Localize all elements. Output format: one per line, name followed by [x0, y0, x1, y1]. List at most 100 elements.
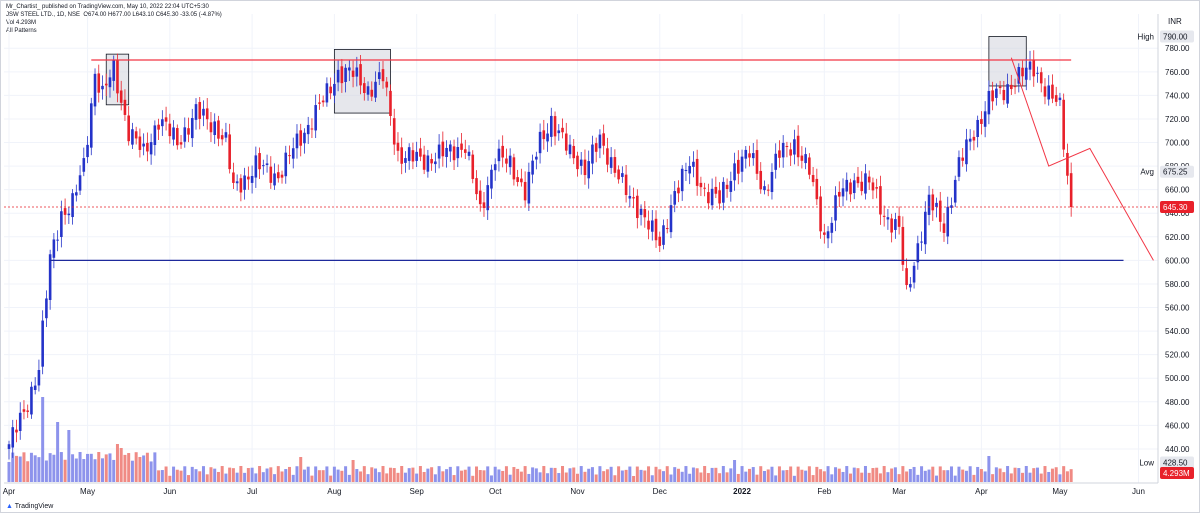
candle-body	[770, 171, 774, 193]
candle-body	[568, 144, 572, 155]
candle-body	[703, 187, 706, 189]
candle-body	[306, 124, 310, 135]
volume-bar	[849, 473, 852, 482]
candle-body	[591, 144, 594, 164]
y-tick-label: 600.00	[1165, 256, 1190, 265]
candle-body	[1047, 85, 1051, 100]
candle-body	[1028, 61, 1032, 70]
candle-body	[400, 147, 403, 164]
candle-body	[669, 205, 673, 233]
candle-body	[763, 186, 766, 191]
candle-body	[886, 217, 890, 220]
volume-bar	[1032, 468, 1036, 482]
candle-body	[116, 60, 119, 94]
volume-bar	[145, 452, 149, 482]
candle-body	[235, 181, 239, 184]
price-tag-box	[1160, 200, 1194, 213]
candle-body	[946, 206, 950, 237]
volume-bar	[220, 466, 224, 482]
candle-body	[789, 149, 792, 156]
candle-body	[157, 124, 160, 130]
candle-body	[415, 151, 418, 161]
candle-body	[841, 188, 845, 197]
volume-bar	[740, 466, 744, 482]
y-tick-label: 720.00	[1165, 115, 1190, 124]
candle-body	[740, 156, 744, 172]
volume-bar	[875, 467, 879, 482]
volume-bar	[920, 466, 924, 482]
time-axis[interactable]: Apr May Jun Jul Aug Sep Oct Nov Dec 2022 Feb Mar Apr…	[3, 487, 1145, 496]
volume-bar	[359, 471, 363, 482]
x-tick-label: Dec	[653, 487, 667, 496]
candle-body	[617, 169, 620, 180]
volume-bar	[882, 466, 886, 482]
published-line: Mr_Chartist_ published on TradingView.co…	[6, 4, 209, 10]
candle-body	[172, 127, 175, 140]
volume-bar	[643, 470, 647, 482]
volume-bar	[706, 473, 710, 482]
candles	[7, 50, 1073, 460]
volume-bar	[456, 466, 460, 482]
candle-body	[1069, 173, 1073, 207]
price-axis[interactable]: 440.00 460.00 480.00 500.00 520.00 540.00 560.…	[1165, 44, 1190, 454]
candle-body	[67, 213, 71, 216]
volume-bar	[52, 454, 56, 482]
volume-bar	[269, 467, 273, 482]
candle-body	[112, 59, 116, 81]
volume-bar	[478, 470, 482, 482]
volume-bar	[325, 466, 329, 482]
volume-bar	[228, 467, 232, 482]
candle-body	[916, 243, 920, 263]
candle-body	[613, 157, 617, 173]
candle-body	[348, 67, 351, 71]
candle-body	[123, 99, 127, 115]
volume-bar	[355, 469, 359, 482]
x-tick-label: Jul	[247, 487, 257, 496]
candle-body	[119, 90, 123, 103]
volume-bar	[97, 452, 101, 482]
volume-bar	[755, 474, 759, 482]
volume-bar	[912, 466, 916, 482]
volume-bar	[344, 466, 348, 482]
candle-body	[1058, 97, 1062, 101]
volume-bar	[119, 448, 123, 482]
candle-body	[478, 190, 482, 205]
candle-body	[811, 175, 815, 183]
currency-label: INR	[1168, 17, 1182, 26]
volume-bar	[605, 469, 609, 482]
candle-body	[538, 131, 542, 154]
candle-body	[531, 160, 534, 175]
candle-body	[161, 119, 164, 127]
volume-bar	[792, 475, 796, 482]
volume-bar	[123, 454, 127, 482]
candle-body	[392, 118, 396, 145]
candle-body	[224, 132, 228, 138]
candle-body	[363, 83, 366, 94]
y-tick-label: 560.00	[1165, 304, 1190, 313]
candle-body	[632, 197, 635, 199]
volume-bar	[811, 475, 815, 482]
y-tick-label: 700.00	[1165, 139, 1190, 148]
ticker-name[interactable]: JSW STEEL LTD., 1D, NSE	[6, 12, 81, 18]
candle-body	[819, 196, 822, 232]
candle-body	[815, 178, 819, 200]
x-tick-label: Apr	[975, 487, 988, 496]
volume-bar	[736, 473, 740, 482]
candle-body	[299, 130, 303, 146]
volume-bar	[830, 474, 834, 482]
candle-body	[1066, 152, 1069, 176]
candle-body	[766, 189, 770, 191]
volume-bar	[676, 468, 680, 482]
candle-body	[826, 231, 830, 239]
volume-bar	[441, 471, 445, 482]
volume-bar	[964, 470, 968, 482]
candle-body	[942, 223, 946, 233]
volume-bar	[93, 459, 97, 482]
volume-bar	[504, 466, 508, 482]
patterns-line[interactable]: All Patterns	[6, 28, 37, 34]
volume-bar	[41, 397, 45, 482]
tradingview-icon: ▲	[6, 503, 13, 510]
volume-bar	[153, 452, 157, 482]
candle-body	[804, 154, 807, 164]
